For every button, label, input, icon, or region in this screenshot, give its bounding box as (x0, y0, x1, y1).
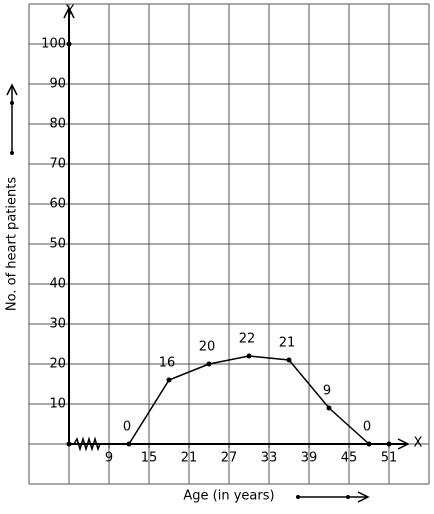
data-label: 21 (279, 336, 296, 351)
data-label: 0 (363, 420, 371, 435)
origin-dot (66, 441, 72, 447)
point (366, 441, 372, 447)
y-tick-label: 70 (49, 157, 66, 172)
x-arrow (397, 438, 410, 450)
data-label: 9 (323, 384, 331, 399)
x-tick-label: 15 (141, 451, 158, 466)
data-label: 0 (123, 420, 131, 435)
axis-dot (66, 41, 72, 47)
point (166, 377, 172, 383)
x-tick-label: 33 (261, 451, 278, 466)
data-label: 16 (159, 356, 176, 371)
y-tick-label: 80 (49, 117, 66, 132)
direction-arrow-head (6, 83, 18, 96)
arrow-dot (10, 101, 14, 105)
data-label: 22 (239, 332, 256, 347)
y-tick-label: 50 (49, 237, 66, 252)
y-axis-name: Y (65, 4, 74, 19)
x-tick-label: 51 (381, 451, 398, 466)
grid (28, 3, 430, 485)
point (206, 361, 212, 367)
arrow-dot (296, 495, 300, 499)
arrow-dot (346, 495, 350, 499)
y-tick-label: 10 (49, 397, 66, 412)
point (246, 353, 252, 359)
x-axis-name: X (414, 436, 423, 451)
direction-arrow-head (357, 491, 370, 503)
x-tick-label: 45 (341, 451, 358, 466)
x-axis-label: Age (in years) (183, 489, 274, 504)
x-tick-label: 21 (181, 451, 198, 466)
point (286, 357, 292, 363)
y-tick-label: 40 (49, 277, 66, 292)
x-tick-label: 27 (221, 451, 238, 466)
y-tick-label: 30 (49, 317, 66, 332)
y-arrow (63, 6, 75, 19)
point (326, 405, 332, 411)
axis-break (73, 436, 101, 452)
data-label: 20 (199, 340, 216, 355)
y-tick-label: 60 (49, 197, 66, 212)
point (126, 441, 132, 447)
y-tick-label: 90 (49, 77, 66, 92)
y-tick-label: 20 (49, 357, 66, 372)
y-axis-label: No. of heart patients (5, 177, 20, 311)
x-tick-label: 39 (301, 451, 318, 466)
arrow-dot (10, 151, 14, 155)
y-tick-label: 100 (41, 37, 66, 52)
x-tick-label: 9 (105, 451, 113, 466)
